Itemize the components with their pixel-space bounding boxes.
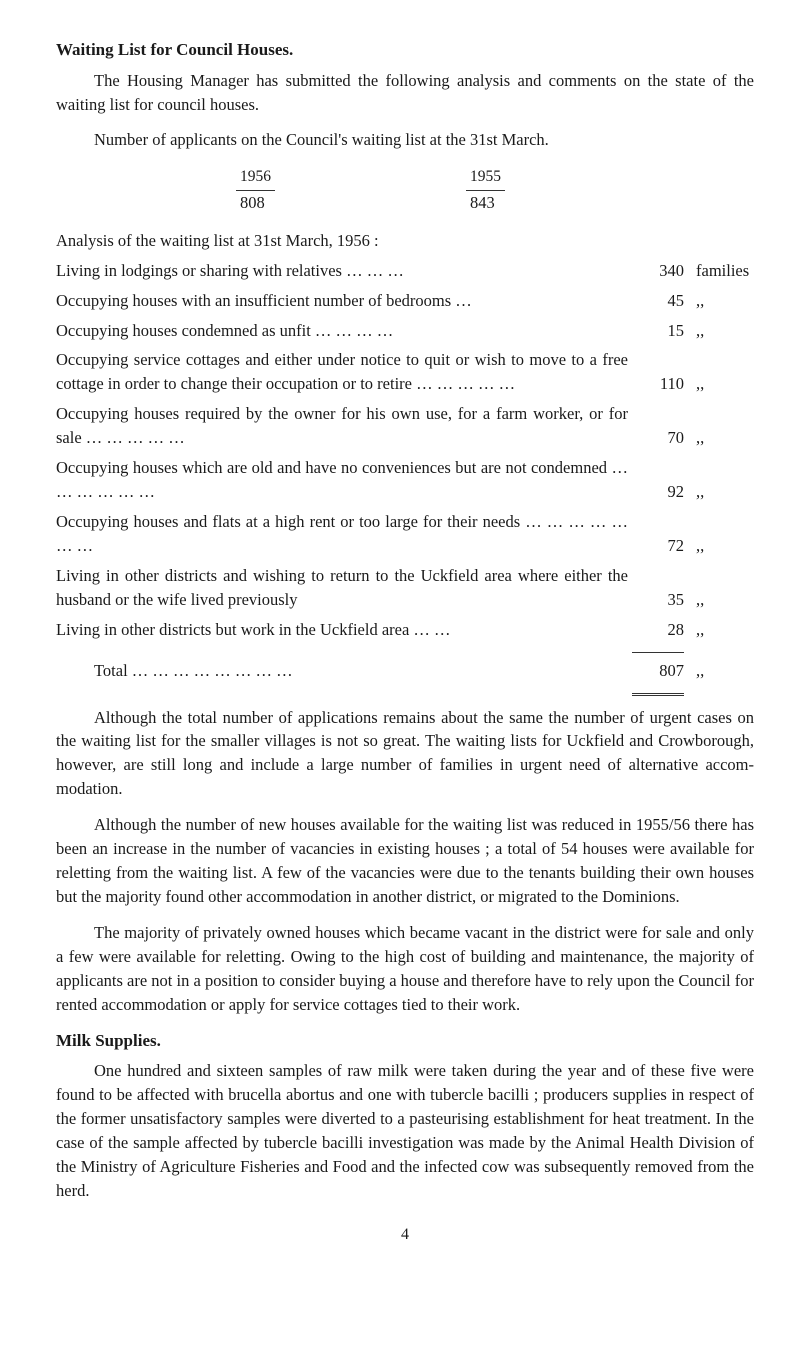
- analysis-row: Occupying houses required by the owner f…: [56, 402, 754, 450]
- row-unit: ,,: [684, 372, 754, 396]
- count-1956: 808: [236, 191, 466, 215]
- row-unit: ,,: [684, 618, 754, 642]
- row-value: 35: [632, 588, 684, 612]
- row-unit: ,,: [684, 534, 754, 558]
- para-applications: Although the total number of application…: [56, 706, 754, 802]
- year-1956: 1956: [236, 166, 275, 190]
- row-desc: Living in lodgings or sharing with relat…: [56, 259, 632, 283]
- row-desc: Living in other districts and wishing to…: [56, 564, 632, 612]
- row-value: 15: [632, 319, 684, 343]
- year-count-row: 808 843: [236, 191, 754, 215]
- analysis-row: Occupying houses with an insufficient nu…: [56, 289, 754, 313]
- applicants-line: Number of applicants on the Council's wa…: [56, 128, 754, 152]
- total-row: Total … … … … … … … … 807 ,,: [56, 659, 754, 683]
- row-desc: Occupying service cottages and either un…: [56, 348, 632, 396]
- para-private-houses: The majority of privately owned houses w…: [56, 921, 754, 1017]
- row-value: 45: [632, 289, 684, 313]
- heading-waiting-list: Waiting List for Council Houses.: [56, 38, 754, 63]
- row-unit: ,,: [684, 426, 754, 450]
- heading-milk-supplies: Milk Supplies.: [56, 1029, 754, 1054]
- analysis-row: Occupying houses condemned as unfit … … …: [56, 319, 754, 343]
- year-1955-cell: 1955: [466, 164, 696, 190]
- row-value: 92: [632, 480, 684, 504]
- total-unit: ,,: [684, 659, 754, 683]
- analysis-row: Living in other districts but work in th…: [56, 618, 754, 642]
- analysis-header: Analysis of the waiting list at 31st Mar…: [56, 229, 754, 253]
- total-desc: Total … … … … … … … …: [56, 659, 632, 683]
- row-desc: Living in other districts but work in th…: [56, 618, 632, 642]
- row-desc: Occupying houses with an insufficient nu…: [56, 289, 632, 313]
- row-desc: Occupying houses required by the owner f…: [56, 402, 632, 450]
- analysis-row: Occupying houses which are old and have …: [56, 456, 754, 504]
- row-unit: families: [684, 259, 754, 283]
- row-value: 340: [632, 259, 684, 283]
- row-desc: Occupying houses which are old and have …: [56, 456, 632, 504]
- para-milk: One hundred and sixteen samples of raw m…: [56, 1059, 754, 1203]
- analysis-row: Occupying houses and flats at a high ren…: [56, 510, 754, 558]
- row-unit: ,,: [684, 480, 754, 504]
- row-value: 28: [632, 618, 684, 642]
- count-1955: 843: [466, 191, 696, 215]
- intro-paragraph: The Housing Manager has submitted the fo…: [56, 69, 754, 117]
- total-rule-top: [56, 648, 754, 653]
- row-desc: Occupying houses condemned as unfit … … …: [56, 319, 632, 343]
- row-unit: ,,: [684, 319, 754, 343]
- row-value: 72: [632, 534, 684, 558]
- row-unit: ,,: [684, 289, 754, 313]
- row-value: 70: [632, 426, 684, 450]
- year-header-row: 1956 1955: [236, 164, 754, 190]
- analysis-row: Living in other districts and wishing to…: [56, 564, 754, 612]
- para-vacancies: Although the number of new houses availa…: [56, 813, 754, 909]
- year-1956-cell: 1956: [236, 164, 466, 190]
- year-1955: 1955: [466, 166, 505, 190]
- page-number: 4: [56, 1223, 754, 1246]
- row-unit: ,,: [684, 588, 754, 612]
- row-desc: Occupying houses and flats at a high ren…: [56, 510, 632, 558]
- total-value: 807: [632, 659, 684, 683]
- analysis-row: Living in lodgings or sharing with relat…: [56, 259, 754, 283]
- row-value: 110: [632, 372, 684, 396]
- total-rule-bottom: [56, 689, 754, 696]
- analysis-row: Occupying service cottages and either un…: [56, 348, 754, 396]
